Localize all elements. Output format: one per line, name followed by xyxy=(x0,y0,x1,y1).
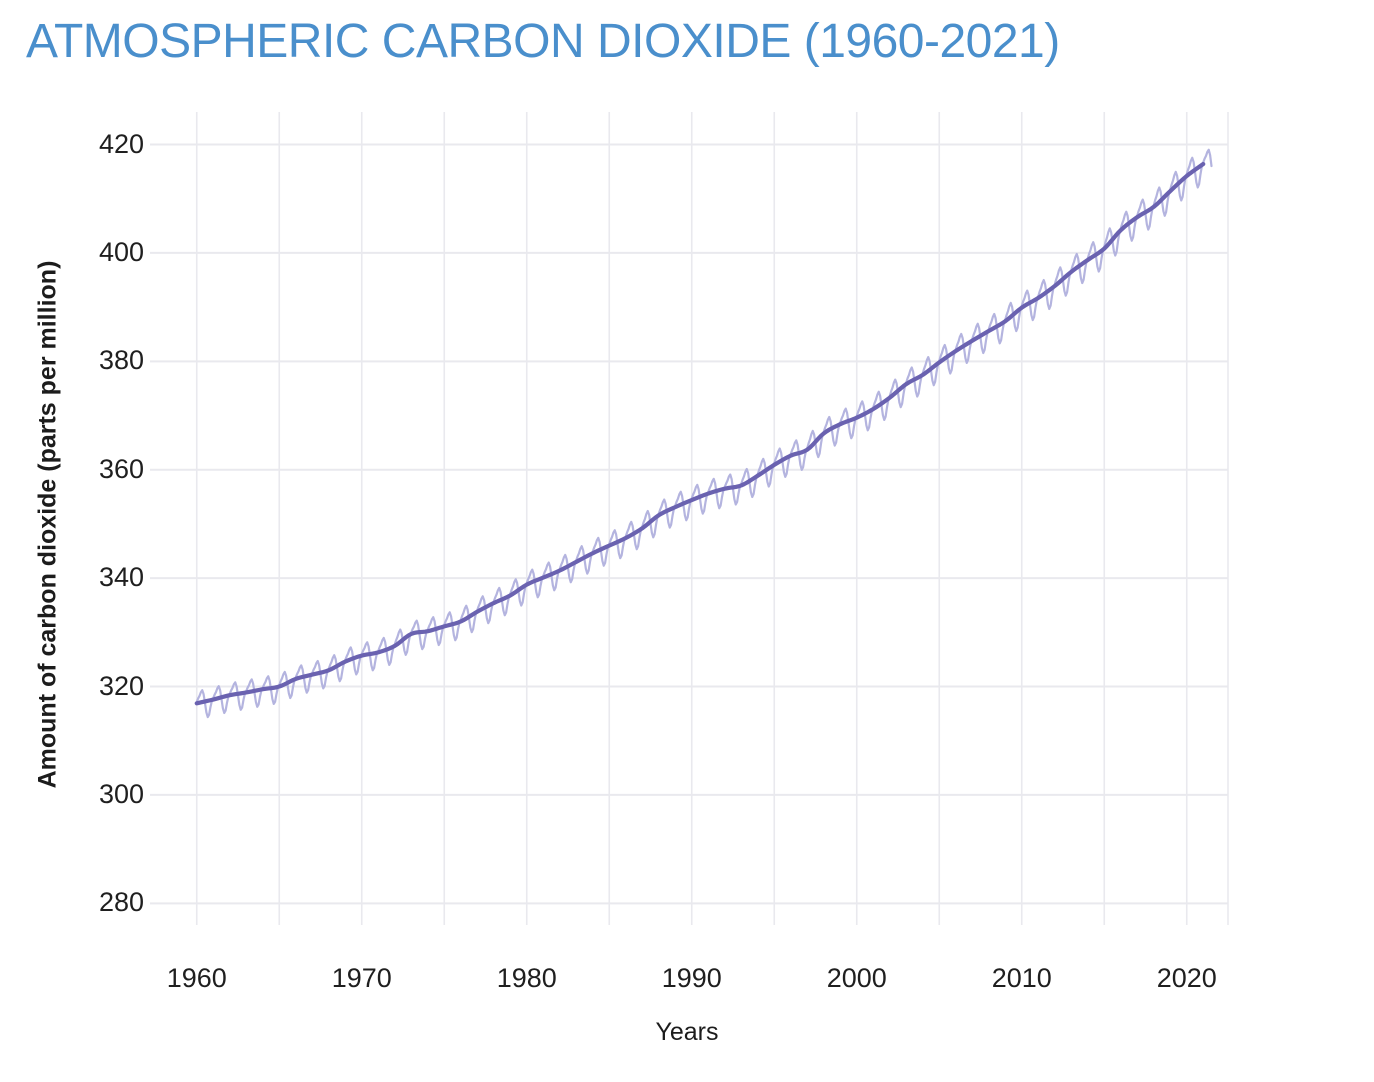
x-tick-label: 2020 xyxy=(1156,963,1217,993)
x-tick-label: 1980 xyxy=(496,963,557,993)
x-tick-label: 2010 xyxy=(991,963,1052,993)
x-tick-label: 1960 xyxy=(166,963,227,993)
gridlines-major-y xyxy=(150,143,1228,905)
gridlines-minor-x xyxy=(195,112,1229,925)
y-tick-label: 280 xyxy=(98,887,144,918)
x-tick-label: 1970 xyxy=(331,963,392,993)
y-tick-label: 400 xyxy=(98,236,144,267)
y-tick-label: 340 xyxy=(98,562,144,593)
x-axis-title: Years xyxy=(655,1018,719,1046)
y-tick-label: 320 xyxy=(98,670,144,701)
y-tick-label: 380 xyxy=(98,345,144,376)
y-tick-label: 420 xyxy=(98,128,144,159)
x-tick-label: 1990 xyxy=(661,963,722,993)
y-tick-label: 360 xyxy=(98,453,144,484)
chart-title: ATMOSPHERIC CARBON DIOXIDE (1960-2021) xyxy=(26,15,1060,68)
x-tick-label: 2000 xyxy=(826,963,887,993)
data-series-group xyxy=(194,148,1213,719)
y-tick-label: 300 xyxy=(98,778,144,809)
